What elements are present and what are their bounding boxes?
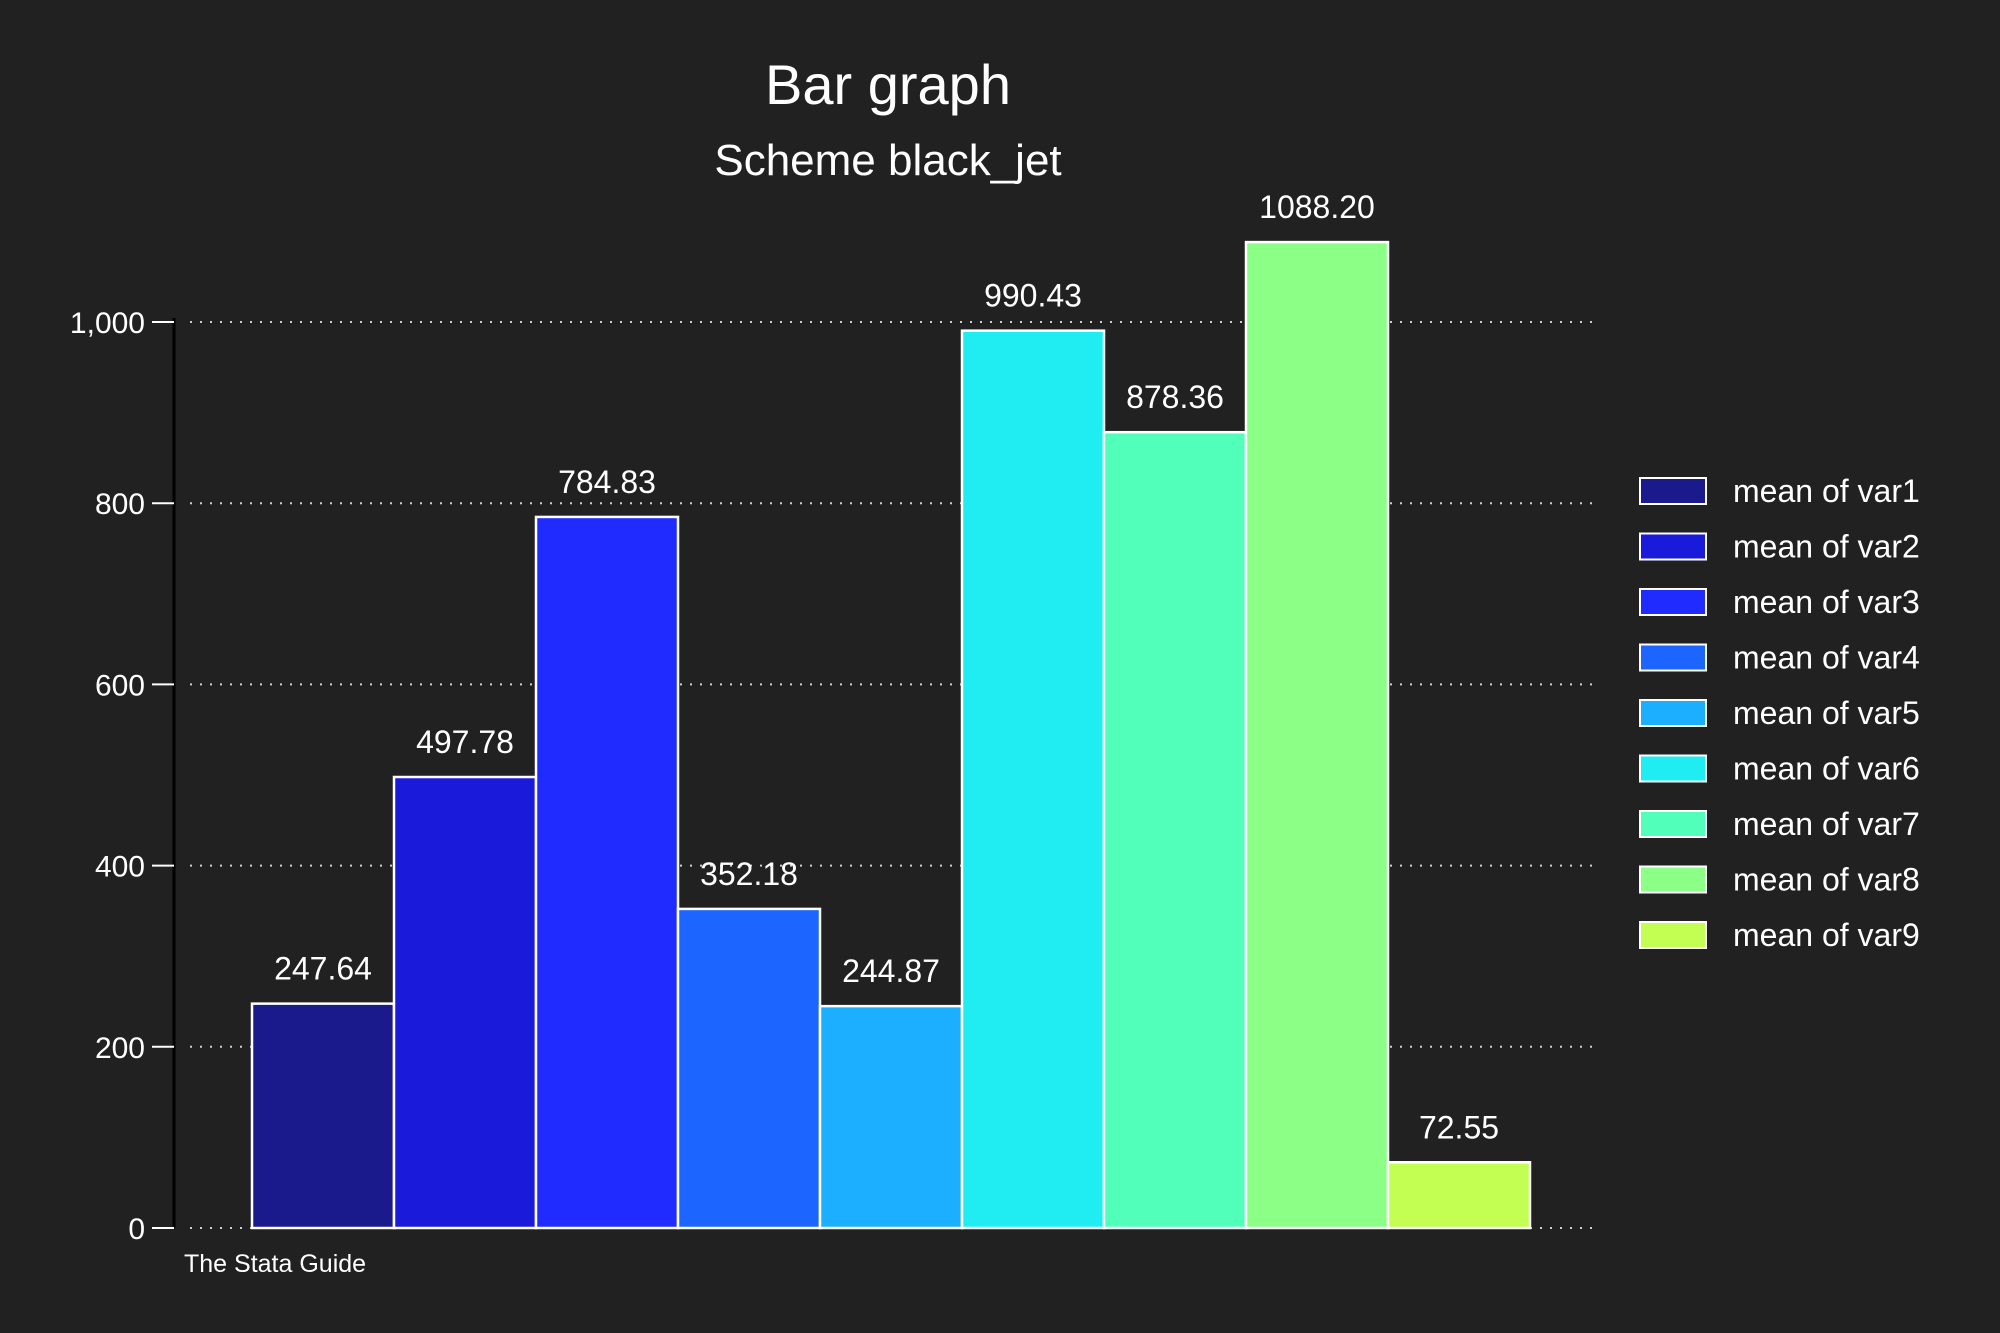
legend-label-var7: mean of var7 — [1733, 806, 1920, 842]
legend-label-var9: mean of var9 — [1733, 917, 1920, 953]
bars — [250, 240, 1532, 1230]
chart-subtitle: Scheme black_jet — [714, 136, 1061, 185]
legend-label-var5: mean of var5 — [1733, 695, 1920, 731]
y-tick-label-600: 600 — [95, 669, 145, 702]
chart-title: Bar graph — [765, 53, 1011, 116]
bar-label-var8: 1088.20 — [1259, 189, 1375, 225]
bar-label-var7: 878.36 — [1126, 379, 1224, 415]
chart-note: The Stata Guide — [184, 1250, 366, 1278]
bar-var7 — [1102, 430, 1248, 1230]
bar-var6 — [960, 329, 1106, 1230]
bar-label-var6: 990.43 — [984, 278, 1082, 314]
legend-swatch-var1 — [1639, 477, 1707, 505]
bar-var2 — [392, 775, 538, 1230]
bar-label-var9: 72.55 — [1419, 1109, 1499, 1145]
bar-label-var4: 352.18 — [700, 856, 798, 892]
legend-swatch-var6 — [1639, 754, 1707, 783]
legend-label-var1: mean of var1 — [1733, 473, 1920, 509]
legend-label-var4: mean of var4 — [1733, 640, 1920, 676]
legend-label-var2: mean of var2 — [1733, 529, 1920, 565]
bar-var8 — [1244, 240, 1390, 1230]
y-tick-label-0: 0 — [128, 1213, 145, 1246]
legend-swatch-var4 — [1639, 643, 1707, 672]
bar-var3 — [534, 515, 680, 1230]
legend-swatch-var3 — [1639, 588, 1707, 616]
bar-label-var2: 497.78 — [416, 724, 514, 760]
legend-swatch-var5 — [1639, 699, 1707, 727]
legend-swatch-var2 — [1639, 532, 1707, 561]
bar-label-var5: 244.87 — [842, 953, 940, 989]
legend-swatch-var8 — [1639, 865, 1707, 894]
y-tick-label-200: 200 — [95, 1032, 145, 1065]
bar-value-labels: 247.64 497.78 784.83 352.18 244.87 990.43 878.… — [274, 189, 1499, 1145]
y-tick-label-400: 400 — [95, 851, 145, 884]
y-tick-label-1000: 1,000 — [70, 307, 145, 340]
y-tick-label-800: 800 — [95, 488, 145, 521]
legend-swatch-var7 — [1639, 810, 1707, 838]
bar-var5 — [818, 1004, 964, 1230]
bar-var1 — [250, 1002, 396, 1230]
y-axis: 0 200 400 600 800 1,000 — [70, 307, 174, 1246]
legend-label-var3: mean of var3 — [1733, 584, 1920, 620]
bar-var4 — [676, 907, 822, 1230]
legend-label-var8: mean of var8 — [1733, 862, 1920, 898]
bar-label-var1: 247.64 — [274, 951, 372, 987]
legend-swatch-var9 — [1639, 921, 1707, 949]
legend: mean of var1 mean of var2 mean of var3 mean… — [1639, 473, 1920, 953]
legend-label-var6: mean of var6 — [1733, 751, 1920, 787]
bar-label-var3: 784.83 — [558, 464, 656, 500]
bar-var9 — [1386, 1161, 1532, 1230]
